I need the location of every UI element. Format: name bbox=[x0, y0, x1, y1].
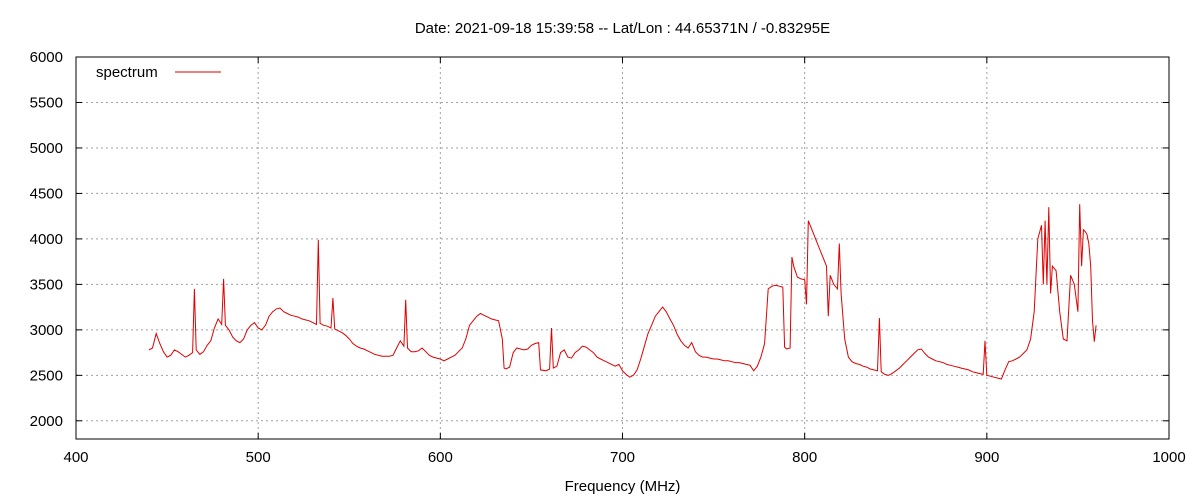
y-tick-label: 4000 bbox=[30, 231, 63, 248]
y-tick-label: 6000 bbox=[30, 49, 63, 66]
axis-ticks: 400 500 600 700 800 900 1000 2000 2500 3000 3500 40… bbox=[30, 49, 1186, 466]
x-tick-label: 500 bbox=[246, 449, 271, 466]
y-tick-label: 3500 bbox=[30, 276, 63, 293]
y-tick-label: 3000 bbox=[30, 322, 63, 339]
chart-title: Date: 2021-09-18 15:39:58 -- Lat/Lon : 4… bbox=[415, 20, 830, 37]
series-line-spectrum bbox=[148, 204, 1097, 380]
y-tick-label: 4500 bbox=[30, 185, 63, 202]
x-tick-label: 600 bbox=[428, 449, 453, 466]
legend-label: spectrum bbox=[96, 64, 158, 81]
plot-area bbox=[148, 204, 1097, 380]
y-tick-label: 5500 bbox=[30, 94, 63, 111]
y-tick-label: 5000 bbox=[30, 140, 63, 157]
y-tick-label: 2000 bbox=[30, 413, 63, 430]
y-tick-label: 2500 bbox=[30, 367, 63, 384]
legend: spectrum bbox=[96, 64, 221, 81]
x-tick-label: 1000 bbox=[1152, 449, 1185, 466]
x-axis-label: Frequency (MHz) bbox=[565, 478, 681, 495]
x-tick-label: 400 bbox=[63, 449, 88, 466]
x-tick-label: 800 bbox=[792, 449, 817, 466]
x-tick-label: 900 bbox=[974, 449, 999, 466]
x-tick-label: 700 bbox=[610, 449, 635, 466]
grid-lines bbox=[76, 57, 1169, 439]
